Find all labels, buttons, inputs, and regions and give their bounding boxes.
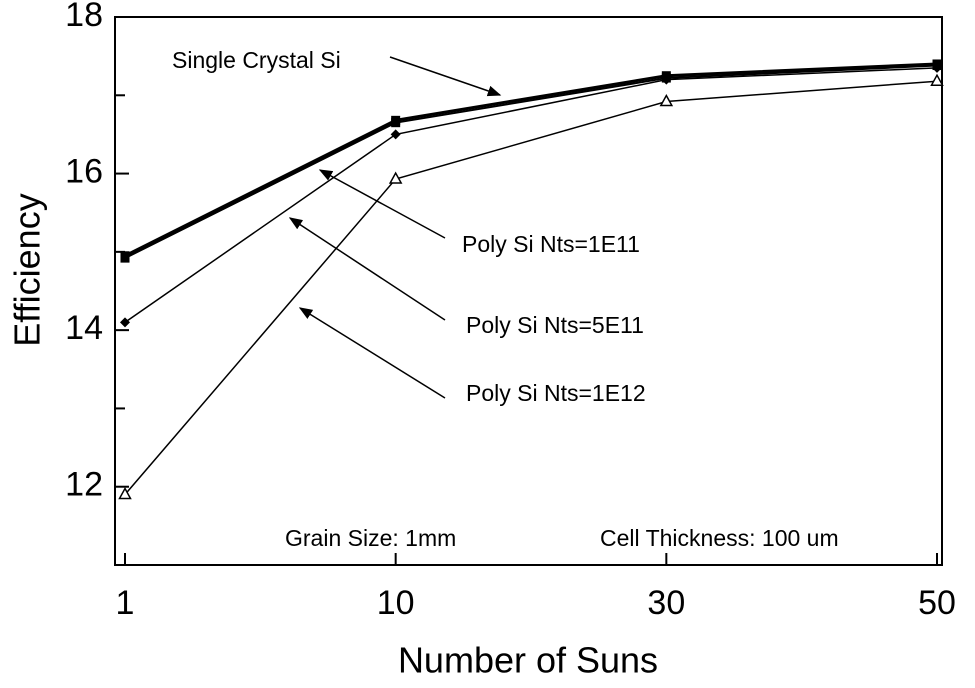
- x-tick-label: 1: [116, 584, 135, 622]
- x-tick-label: 50: [918, 584, 956, 622]
- y-tick-label: 16: [65, 153, 103, 191]
- plot-frame: [114, 16, 943, 566]
- line: [124, 62, 938, 258]
- y-tick-label: 12: [65, 466, 103, 504]
- annotation: Poly Si Nts=1E11: [462, 231, 640, 257]
- x-tick-label: 30: [647, 584, 685, 622]
- line: [124, 80, 938, 496]
- y-axis-label: Efficiency: [7, 193, 48, 346]
- y-tick-label: 18: [65, 0, 103, 34]
- point: [932, 62, 942, 73]
- point: [118, 486, 132, 500]
- point: [120, 317, 130, 328]
- point: [388, 171, 403, 184]
- annotation: Single Crystal Si: [172, 47, 341, 73]
- point: [930, 73, 944, 86]
- annotation: Poly Si Nts=1E12: [466, 380, 646, 406]
- arrow: [389, 56, 502, 97]
- arrow: [298, 307, 446, 399]
- x-tick-label: 10: [377, 584, 415, 622]
- note: Cell Thickness: 100 um: [600, 525, 839, 551]
- point: [120, 253, 130, 263]
- point: [661, 74, 672, 85]
- x-axis-label: Number of Suns: [398, 640, 658, 681]
- point: [390, 129, 401, 140]
- note: Grain Size: 1mm: [285, 525, 456, 551]
- line: [124, 64, 938, 260]
- line: [124, 67, 938, 323]
- arrow: [318, 169, 446, 239]
- point: [391, 118, 401, 128]
- annotation: Poly Si Nts=5E11: [466, 312, 644, 338]
- arrow: [288, 217, 446, 321]
- y-tick-label: 14: [65, 309, 103, 347]
- point: [659, 93, 674, 107]
